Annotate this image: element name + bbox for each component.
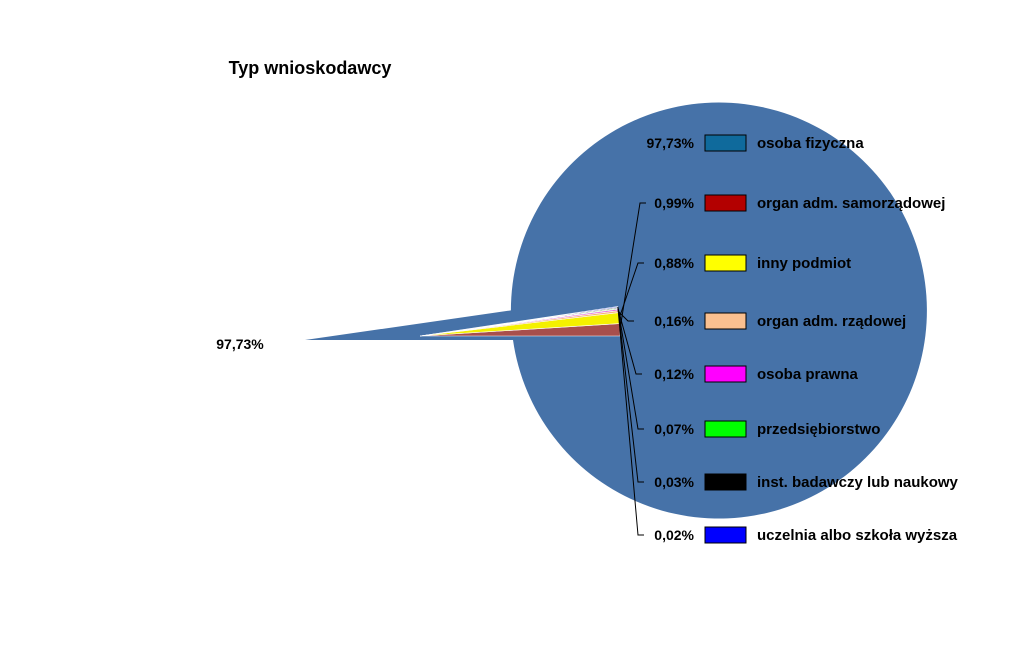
legend-swatch <box>704 194 747 212</box>
legend-label: organ adm. samorządowej <box>757 195 945 212</box>
leader-line <box>617 309 642 375</box>
legend-swatch <box>704 312 747 330</box>
slice-percent-label: 0,12% <box>654 366 694 382</box>
slice-percent-label: 0,07% <box>654 421 694 437</box>
legend-label: inny podmiot <box>757 255 851 272</box>
leader-line <box>617 307 644 483</box>
leader-line <box>618 311 634 322</box>
slice-percent-label: 0,02% <box>654 527 694 543</box>
legend-swatch <box>704 365 747 383</box>
legend-swatch <box>704 473 747 491</box>
legend-label: inst. badawczy lub naukowy <box>757 474 959 491</box>
legend-label: uczelnia albo szkoła wyższa <box>757 527 958 544</box>
slice-percent-label: 0,88% <box>654 255 694 271</box>
legend-label: przedsiębiorstwo <box>757 421 880 438</box>
slice-percent-label: 0,99% <box>654 195 694 211</box>
slice-percent-label: 97,73% <box>647 135 695 151</box>
legend-swatch <box>704 420 747 438</box>
legend-label: osoba prawna <box>757 366 859 383</box>
legend-label: osoba fizyczna <box>757 135 864 152</box>
pie-slices <box>305 102 927 519</box>
legend-label: organ adm. rządowej <box>757 313 906 330</box>
slice-percent-label: 0,16% <box>654 313 694 329</box>
leader-line <box>618 262 644 319</box>
leader-line <box>617 308 644 430</box>
leader-line <box>619 202 646 330</box>
leader-lines <box>617 202 646 536</box>
leader-line <box>617 306 644 536</box>
slice-percent-label: 0,03% <box>654 474 694 490</box>
legend-swatch <box>704 526 747 544</box>
chart-title: Typ wnioskodawcy <box>229 58 392 78</box>
legend: 97,73% osoba fizyczna 0,99% organ adm. samo… <box>647 134 959 544</box>
legend-swatch <box>704 134 747 152</box>
main-slice-label: 97,73% <box>216 336 264 352</box>
legend-swatch <box>704 254 747 272</box>
